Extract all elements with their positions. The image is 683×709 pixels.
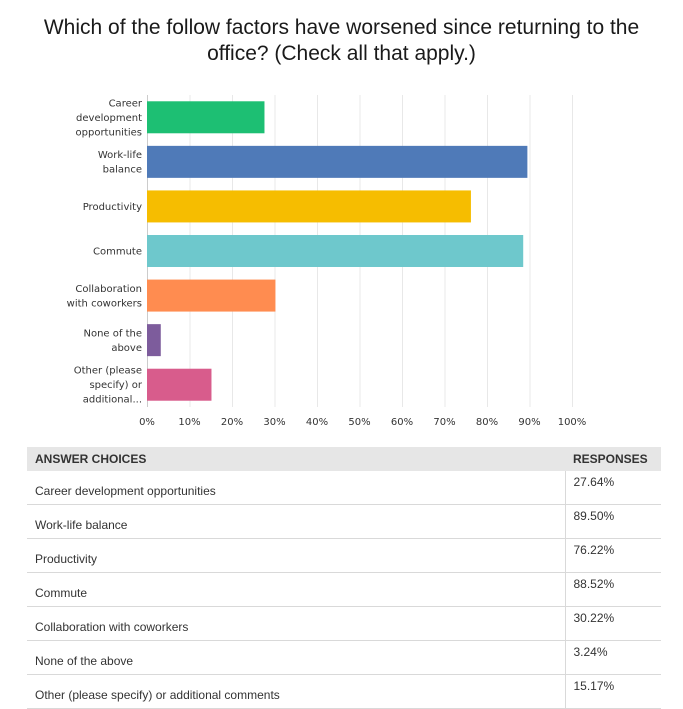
category-label: opportunities: [76, 127, 142, 138]
x-tick-label: 90%: [518, 417, 540, 428]
table-row: Commute 88.52%: [27, 572, 661, 607]
x-tick-label: 70%: [433, 417, 455, 428]
category-label: balance: [103, 165, 142, 176]
x-tick-label: 40%: [306, 417, 328, 428]
category-label: specify) or: [89, 380, 142, 391]
response-cell: 3.24%: [564, 640, 661, 675]
bar: [147, 235, 524, 267]
table-row: Other (please specify) or additional com…: [27, 674, 661, 709]
response-cell: 88.52%: [564, 572, 661, 607]
bar: [147, 145, 528, 178]
response-cell: 15.17%: [564, 674, 661, 709]
category-label: None of the: [84, 328, 143, 339]
table-row: Collaboration with coworkers 30.22%: [27, 606, 661, 641]
category-label: with coworkers: [67, 298, 142, 309]
answer-choice-cell: Collaboration with coworkers: [27, 606, 565, 641]
table-row: Career development opportunities 27.64%: [27, 471, 661, 505]
x-tick-label: 50%: [348, 417, 370, 428]
x-tick-label: 30%: [263, 417, 285, 428]
category-label: Work-life: [98, 150, 142, 161]
table-row: None of the above 3.24%: [27, 640, 661, 675]
x-tick-label: 100%: [558, 417, 587, 428]
category-label: Career: [109, 98, 143, 109]
answer-choice-cell: Work-life balance: [27, 504, 565, 539]
response-cell: 30.22%: [564, 606, 661, 641]
bar: [147, 324, 161, 357]
answer-choice-cell: Commute: [27, 572, 565, 607]
x-tick-label: 10%: [178, 417, 200, 428]
category-label: Commute: [93, 247, 142, 258]
answer-choice-cell: Productivity: [27, 538, 565, 573]
response-cell: 76.22%: [564, 538, 661, 573]
bar: [147, 101, 265, 134]
category-label: development: [76, 113, 142, 124]
bar: [147, 190, 471, 223]
responses-header: RESPONSES: [565, 447, 661, 471]
response-cell: 89.50%: [564, 504, 661, 539]
bar: [147, 368, 212, 401]
table-header-row: ANSWER CHOICES RESPONSES: [27, 447, 661, 471]
responses-table: ANSWER CHOICES RESPONSES Career developm…: [27, 447, 661, 709]
answer-choices-header: ANSWER CHOICES: [27, 447, 565, 471]
answer-choice-cell: Other (please specify) or additional com…: [27, 674, 565, 709]
chart-title: Which of the follow factors have worsene…: [0, 15, 683, 67]
table-row: Productivity 76.22%: [27, 538, 661, 573]
x-tick-label: 80%: [476, 417, 498, 428]
category-label: Productivity: [83, 202, 142, 213]
chart-title-line-1: Which of the follow factors have worsene…: [43, 16, 640, 39]
answer-choice-cell: Career development opportunities: [27, 471, 565, 505]
bar-chart: 0% 10% 20% 30% 40% 50% 60% 70% 80% 90% 100% Career d…: [67, 95, 587, 428]
category-label: Other (please: [74, 366, 142, 377]
response-cell: 27.64%: [564, 471, 661, 505]
answer-choice-cell: None of the above: [27, 640, 565, 675]
x-tick-label: 60%: [391, 417, 413, 428]
bar: [147, 279, 276, 312]
chart-title-line-2: office? (Check all that apply.): [207, 42, 476, 65]
x-tick-label: 0%: [139, 417, 155, 428]
category-label: above: [111, 343, 142, 354]
category-label: Collaboration: [75, 284, 142, 295]
category-label: additional...: [83, 395, 142, 406]
table-row: Work-life balance 89.50%: [27, 504, 661, 539]
x-tick-label: 20%: [221, 417, 243, 428]
